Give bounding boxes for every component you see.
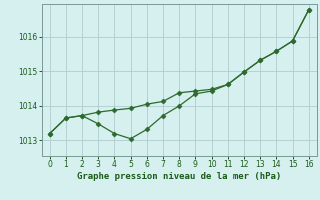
X-axis label: Graphe pression niveau de la mer (hPa): Graphe pression niveau de la mer (hPa): [77, 172, 281, 181]
